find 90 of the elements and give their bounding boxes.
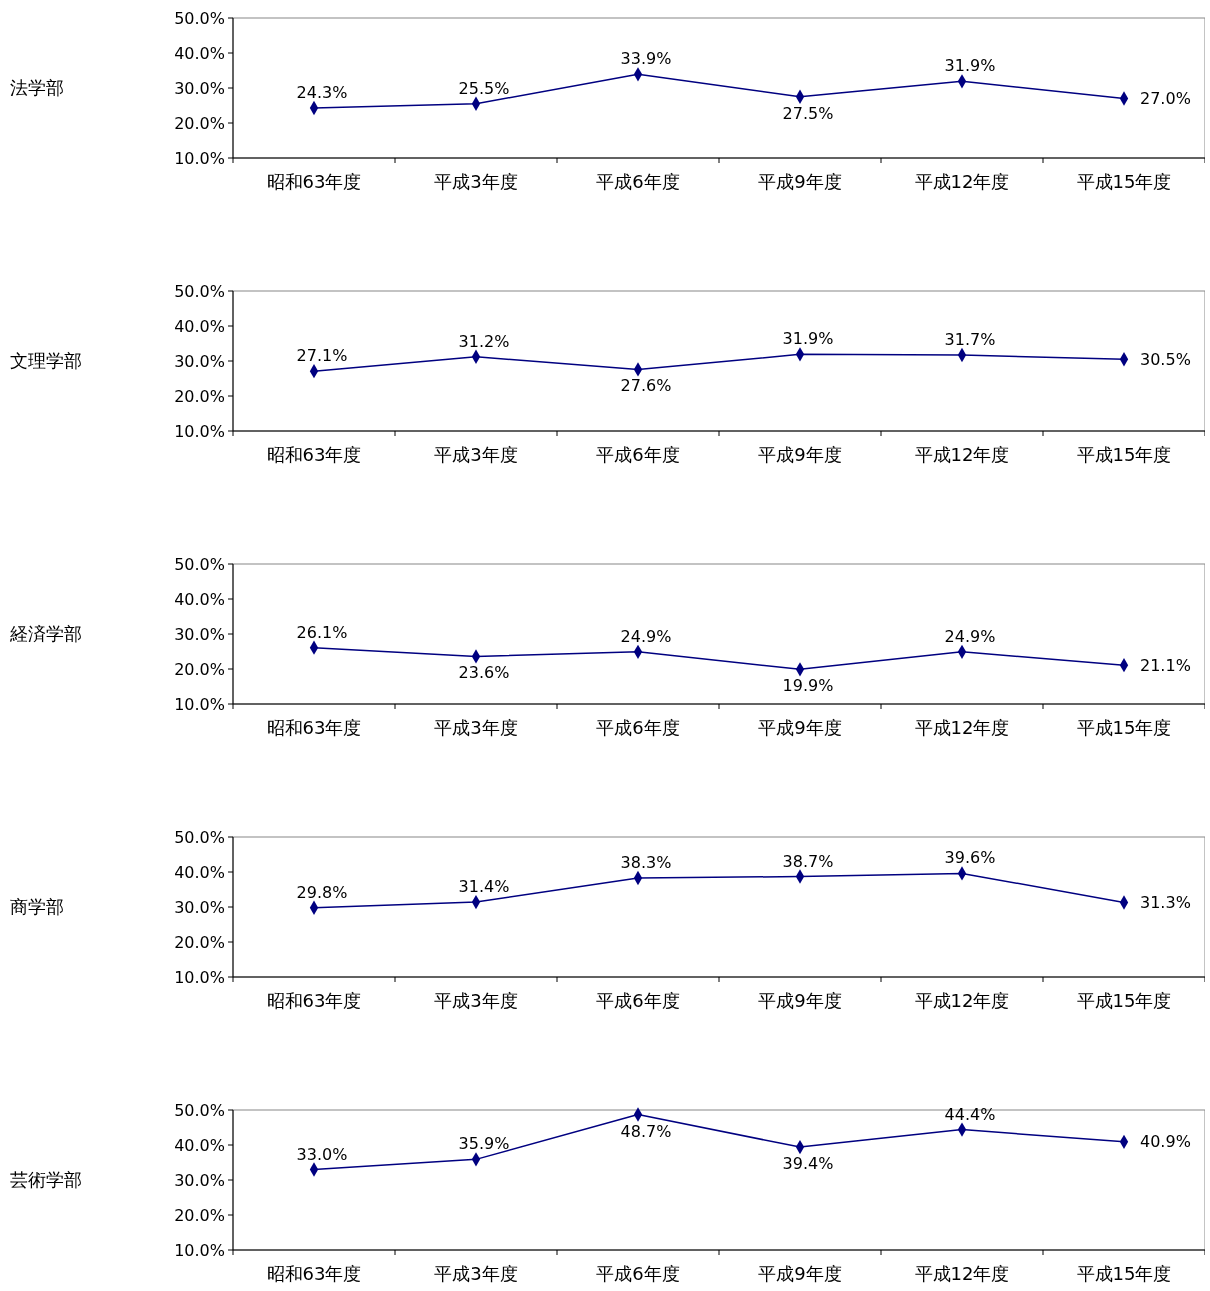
y-tick-label: 40.0%: [174, 589, 225, 609]
y-tick-label: 40.0%: [174, 316, 225, 336]
x-tick-label: 平成12年度: [914, 990, 1010, 1011]
text: 27.5%: [782, 103, 834, 123]
x-tick-label: 平成9年度: [758, 717, 842, 738]
y-tick-label: 50.0%: [174, 8, 225, 28]
y-axis-title: 法学部: [10, 77, 64, 99]
y-tick-label: 10.0%: [174, 694, 225, 714]
text: 31.3%: [1140, 893, 1191, 913]
text: 30.5%: [1140, 349, 1191, 369]
y-tick-label: 30.0%: [174, 897, 225, 917]
x-tick-label: 平成15年度: [1076, 171, 1172, 192]
text: 33.0%: [296, 1144, 348, 1164]
text: 23.6%: [458, 663, 510, 683]
text: 40.9%: [1140, 1132, 1191, 1152]
text: 35.9%: [458, 1134, 510, 1154]
text: 29.8%: [296, 882, 348, 902]
y-axis-title: 商学部: [10, 896, 64, 918]
text: 31.4%: [458, 877, 510, 897]
text: 33.9%: [620, 49, 672, 69]
y-tick-label: 20.0%: [174, 659, 225, 679]
y-tick-label: 10.0%: [174, 148, 225, 168]
x-tick-label: 平成12年度: [914, 171, 1010, 192]
x-tick-label: 昭和63年度: [266, 171, 362, 192]
x-tick-label: 平成3年度: [434, 717, 518, 738]
text: 31.9%: [782, 329, 834, 349]
text: 31.7%: [944, 330, 996, 350]
x-tick-label: 平成3年度: [434, 171, 518, 192]
y-tick-label: 20.0%: [174, 386, 225, 406]
y-tick-label: 50.0%: [174, 281, 225, 301]
x-tick-label: 平成9年度: [758, 1263, 842, 1284]
y-tick-label: 10.0%: [174, 967, 225, 987]
y-tick-label: 30.0%: [174, 78, 225, 98]
text: 19.9%: [782, 676, 834, 696]
y-tick-label: 50.0%: [174, 827, 225, 847]
text: 24.9%: [944, 626, 996, 646]
x-tick-label: 昭和63年度: [266, 717, 362, 738]
text: 39.4%: [782, 1154, 834, 1174]
x-tick-label: 平成6年度: [596, 990, 680, 1011]
y-tick-label: 40.0%: [174, 1135, 225, 1155]
x-tick-label: 平成12年度: [914, 444, 1010, 465]
x-tick-label: 昭和63年度: [266, 990, 362, 1011]
text: 44.4%: [944, 1104, 996, 1124]
y-tick-label: 20.0%: [174, 113, 225, 133]
y-tick-label: 50.0%: [174, 1100, 225, 1120]
x-tick-label: 昭和63年度: [266, 444, 362, 465]
y-tick-label: 20.0%: [174, 932, 225, 952]
y-tick-label: 40.0%: [174, 862, 225, 882]
x-tick-label: 平成15年度: [1076, 990, 1172, 1011]
x-tick-label: 平成6年度: [596, 171, 680, 192]
y-tick-label: 50.0%: [174, 554, 225, 574]
x-tick-label: 平成6年度: [596, 717, 680, 738]
y-tick-label: 10.0%: [174, 421, 225, 441]
y-tick-label: 30.0%: [174, 1170, 225, 1190]
y-axis-title: 芸術学部: [10, 1169, 82, 1191]
text: 31.2%: [458, 331, 510, 351]
x-tick-label: 平成12年度: [914, 1263, 1010, 1284]
text: 27.0%: [1140, 89, 1191, 109]
text: 24.9%: [620, 626, 672, 646]
x-tick-label: 平成15年度: [1076, 717, 1172, 738]
text: 21.1%: [1140, 655, 1191, 675]
x-tick-label: 平成9年度: [758, 990, 842, 1011]
text: 48.7%: [620, 1121, 672, 1141]
y-tick-label: 30.0%: [174, 624, 225, 644]
text: 38.7%: [782, 851, 834, 871]
y-axis-title: 文理学部: [10, 350, 82, 372]
text: 27.6%: [620, 376, 672, 396]
y-tick-label: 40.0%: [174, 43, 225, 63]
text: 39.6%: [944, 848, 996, 868]
x-tick-label: 平成9年度: [758, 444, 842, 465]
text: 38.3%: [620, 852, 672, 872]
text: 24.3%: [296, 82, 348, 102]
x-tick-label: 平成15年度: [1076, 444, 1172, 465]
y-tick-label: 10.0%: [174, 1240, 225, 1260]
y-axis-title: 経済学部: [9, 623, 82, 645]
text: 25.5%: [458, 78, 510, 98]
y-tick-label: 30.0%: [174, 351, 225, 371]
text: 26.1%: [296, 622, 348, 642]
x-tick-label: 平成3年度: [434, 444, 518, 465]
x-tick-label: 平成3年度: [434, 1263, 518, 1284]
text: 31.9%: [944, 56, 996, 76]
x-tick-label: 平成9年度: [758, 171, 842, 192]
x-tick-label: 平成6年度: [596, 1263, 680, 1284]
x-tick-label: 平成3年度: [434, 990, 518, 1011]
x-tick-label: 昭和63年度: [266, 1263, 362, 1284]
text: 27.1%: [296, 346, 348, 366]
x-tick-label: 平成6年度: [596, 444, 680, 465]
x-tick-label: 平成12年度: [914, 717, 1010, 738]
y-tick-label: 20.0%: [174, 1205, 225, 1225]
x-tick-label: 平成15年度: [1076, 1263, 1172, 1284]
